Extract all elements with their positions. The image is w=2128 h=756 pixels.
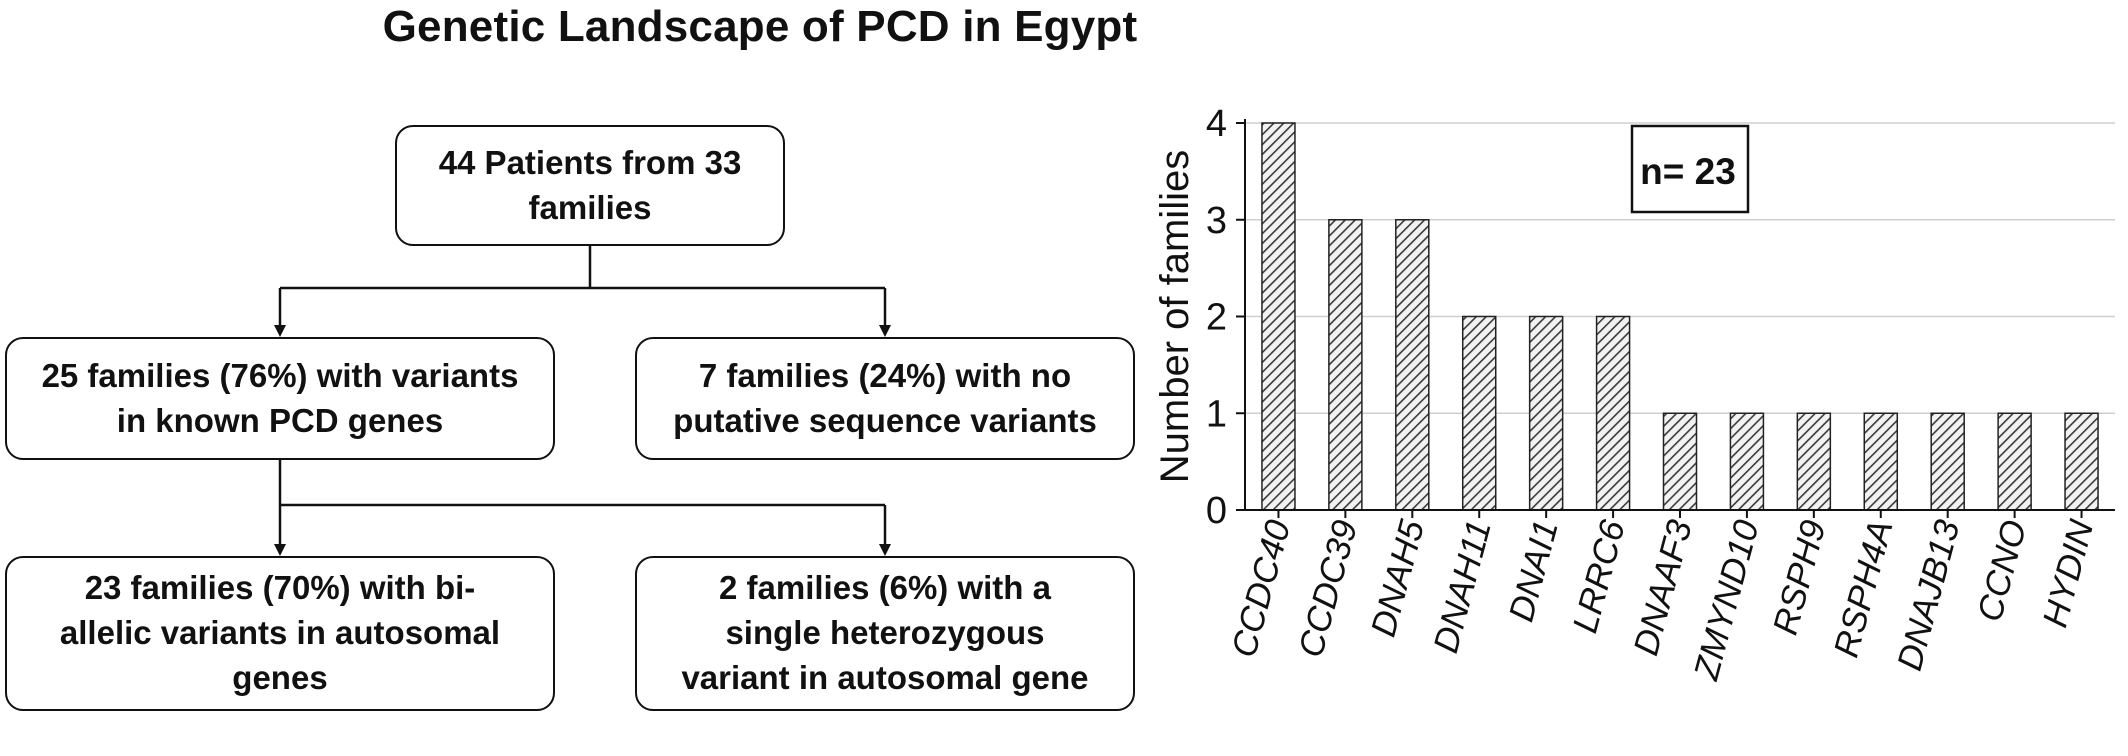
- x-tick-label: RSPH9: [1766, 516, 1834, 639]
- bar-dnah5: [1395, 219, 1430, 511]
- bar-dnai1: [1528, 315, 1564, 511]
- bar-lrrc6: [1595, 315, 1631, 511]
- bar-dnaaf3: [1662, 412, 1698, 511]
- x-tick-label: CCNO: [1970, 516, 2034, 626]
- x-tick-label: LRRC6: [1565, 515, 1633, 636]
- figure-title: Genetic Landscape of PCD in Egypt: [382, 2, 1138, 51]
- arrowhead-right: [879, 325, 891, 337]
- left-box: 25 families (76%) with variants in known…: [5, 337, 555, 460]
- bottom-right-line-2: single heterozygous: [725, 614, 1045, 652]
- bar-dnajb13: [1930, 412, 1965, 511]
- right-box: 7 families (24%) with no putative sequen…: [635, 337, 1135, 460]
- y-tick-label: 0: [1206, 490, 1227, 532]
- x-tick-label: ZMYND10: [1686, 515, 1766, 684]
- x-tick-label: DNAH5: [1364, 515, 1433, 640]
- root-line-1: 44 Patients from 33: [438, 143, 742, 181]
- x-tick-label: RSPH4A: [1827, 516, 1901, 661]
- x-tick-label: DNAAF3: [1626, 515, 1700, 659]
- bar-ccno: [1997, 412, 2032, 511]
- y-axis-label: Number of families: [1153, 150, 1197, 483]
- bar-rsph9: [1796, 412, 1832, 511]
- root-line-2: families: [528, 188, 652, 226]
- arrowhead-bottom-right: [879, 544, 891, 556]
- bottom-right-box: 2 families (6%) with a single heterozygo…: [635, 556, 1135, 711]
- bar-ccdc40: [1261, 122, 1296, 511]
- bar-zmynd10: [1729, 412, 1765, 511]
- x-tick-label: DNAI1: [1502, 516, 1566, 626]
- y-tick-label: 2: [1206, 297, 1227, 339]
- x-tick-label: DNAJB13: [1890, 515, 1968, 674]
- bottom-right-line-3: variant in autosomal gene: [681, 658, 1089, 696]
- annotation-text: n= 23: [1640, 151, 1736, 192]
- y-tick-label: 3: [1206, 200, 1227, 242]
- bar-dnah11: [1461, 315, 1497, 511]
- bar-rsph4a: [1863, 412, 1899, 511]
- x-tick-label: HYDIN: [2035, 515, 2101, 631]
- left-line-1: 25 families (76%) with variants: [41, 356, 519, 394]
- bottom-left-line-2: allelic variants in autosomal: [59, 614, 501, 652]
- bottom-right-line-1: 2 families (6%) with a: [719, 569, 1051, 607]
- y-tick-label: 4: [1206, 103, 1227, 145]
- y-tick-label: 1: [1206, 393, 1227, 435]
- bar-hydin: [2064, 412, 2099, 511]
- bottom-left-box: 23 families (70%) with bi- allelic varia…: [5, 556, 555, 711]
- root-box: 44 Patients from 33 families: [395, 125, 785, 246]
- right-line-2: putative sequence variants: [673, 401, 1097, 439]
- x-tick-label: DNAH11: [1426, 516, 1499, 657]
- x-tick-label: CCDC39: [1291, 516, 1365, 661]
- arrowhead-bottom-left: [274, 544, 286, 556]
- bottom-left-line-3: genes: [232, 658, 328, 696]
- annotation-box: [1630, 124, 1750, 214]
- right-line-1: 7 families (24%) with no: [698, 356, 1072, 394]
- arrowhead-left: [274, 325, 286, 337]
- left-line-2: in known PCD genes: [116, 401, 444, 439]
- x-tick-label: CCDC40: [1224, 515, 1298, 661]
- bar-ccdc39: [1328, 219, 1363, 511]
- flowchart-connectors: [274, 245, 891, 556]
- bottom-left-line-1: 23 families (70%) with bi-: [84, 569, 476, 607]
